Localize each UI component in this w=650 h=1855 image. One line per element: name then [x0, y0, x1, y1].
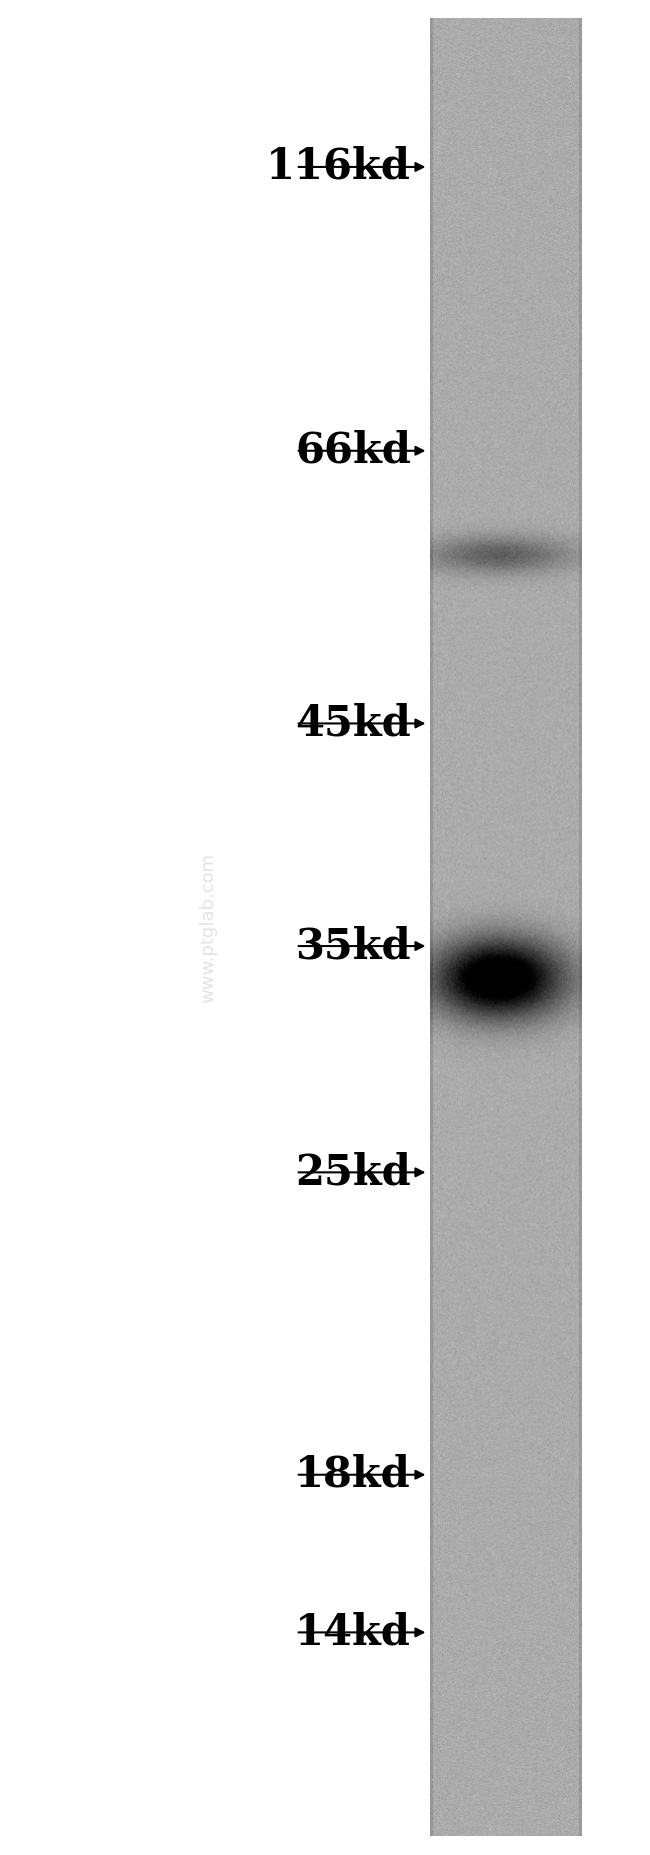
Text: 45kd: 45kd [295, 703, 411, 744]
Text: 14kd: 14kd [295, 1612, 411, 1653]
Text: www.ptglab.com: www.ptglab.com [199, 853, 217, 1002]
Text: 116kd: 116kd [266, 147, 411, 187]
Bar [582, 19, 650, 1836]
Text: 35kd: 35kd [295, 926, 411, 966]
Text: 66kd: 66kd [295, 430, 411, 471]
Text: 18kd: 18kd [295, 1454, 411, 1495]
Text: 25kd: 25kd [295, 1152, 411, 1193]
